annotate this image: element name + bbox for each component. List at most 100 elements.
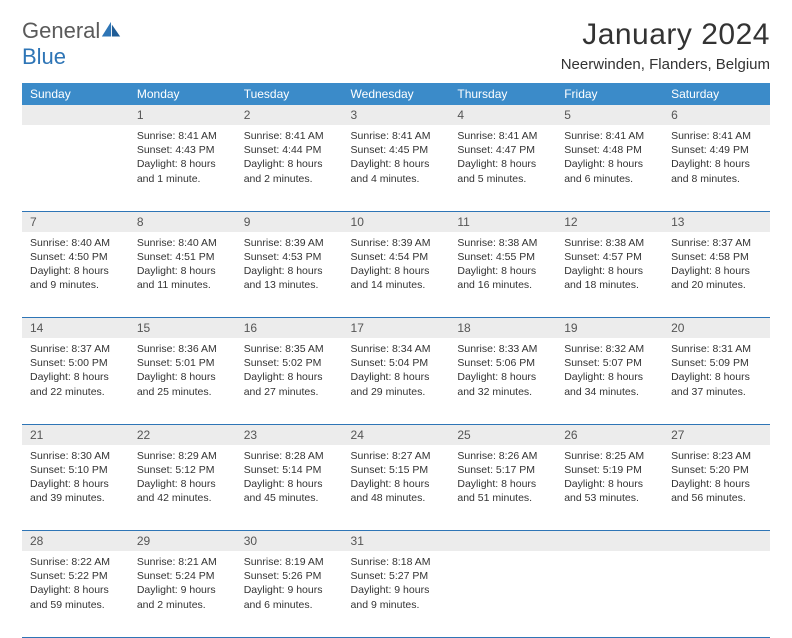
day-number-cell — [449, 531, 556, 552]
daylight-line: Daylight: 8 hours and 16 minutes. — [457, 264, 548, 292]
day-number-cell: 3 — [343, 105, 450, 125]
day-cell: Sunrise: 8:41 AMSunset: 4:45 PMDaylight:… — [343, 125, 450, 211]
day-cell: Sunrise: 8:41 AMSunset: 4:49 PMDaylight:… — [663, 125, 770, 211]
sunset-line: Sunset: 4:57 PM — [564, 250, 655, 264]
day-cell-body: Sunrise: 8:40 AMSunset: 4:51 PMDaylight:… — [129, 232, 236, 299]
daylight-line: Daylight: 8 hours and 39 minutes. — [30, 477, 121, 505]
daylight-line: Daylight: 8 hours and 45 minutes. — [244, 477, 335, 505]
sunset-line: Sunset: 4:50 PM — [30, 250, 121, 264]
day-cell-body: Sunrise: 8:28 AMSunset: 5:14 PMDaylight:… — [236, 445, 343, 512]
day-cell: Sunrise: 8:23 AMSunset: 5:20 PMDaylight:… — [663, 445, 770, 531]
sunrise-line: Sunrise: 8:41 AM — [244, 129, 335, 143]
day-cell-body: Sunrise: 8:19 AMSunset: 5:26 PMDaylight:… — [236, 551, 343, 618]
month-title: January 2024 — [561, 18, 770, 52]
sunrise-line: Sunrise: 8:39 AM — [351, 236, 442, 250]
location-label: Neerwinden, Flanders, Belgium — [561, 56, 770, 73]
day-number-cell: 30 — [236, 531, 343, 552]
sunrise-line: Sunrise: 8:39 AM — [244, 236, 335, 250]
day-number-cell: 4 — [449, 105, 556, 125]
sunrise-line: Sunrise: 8:28 AM — [244, 449, 335, 463]
day-number-cell: 27 — [663, 424, 770, 445]
sunrise-line: Sunrise: 8:35 AM — [244, 342, 335, 356]
day-number-cell: 12 — [556, 211, 663, 232]
brand-sail-icon — [100, 18, 122, 36]
sunset-line: Sunset: 5:07 PM — [564, 356, 655, 370]
day-cell: Sunrise: 8:25 AMSunset: 5:19 PMDaylight:… — [556, 445, 663, 531]
day-cell: Sunrise: 8:38 AMSunset: 4:57 PMDaylight:… — [556, 232, 663, 318]
sunset-line: Sunset: 5:04 PM — [351, 356, 442, 370]
day-cell: Sunrise: 8:41 AMSunset: 4:47 PMDaylight:… — [449, 125, 556, 211]
day-cell — [556, 551, 663, 637]
day-cell-body: Sunrise: 8:41 AMSunset: 4:48 PMDaylight:… — [556, 125, 663, 192]
day-cell-body: Sunrise: 8:37 AMSunset: 4:58 PMDaylight:… — [663, 232, 770, 299]
day-number-cell: 13 — [663, 211, 770, 232]
daylight-line: Daylight: 8 hours and 6 minutes. — [564, 157, 655, 185]
day-cell-body: Sunrise: 8:38 AMSunset: 4:55 PMDaylight:… — [449, 232, 556, 299]
sunrise-line: Sunrise: 8:25 AM — [564, 449, 655, 463]
day-cell: Sunrise: 8:31 AMSunset: 5:09 PMDaylight:… — [663, 338, 770, 424]
calendar-body: 123456Sunrise: 8:41 AMSunset: 4:43 PMDay… — [22, 105, 770, 637]
day-number-cell: 25 — [449, 424, 556, 445]
day-cell-body: Sunrise: 8:38 AMSunset: 4:57 PMDaylight:… — [556, 232, 663, 299]
day-cell: Sunrise: 8:18 AMSunset: 5:27 PMDaylight:… — [343, 551, 450, 637]
day-cell: Sunrise: 8:27 AMSunset: 5:15 PMDaylight:… — [343, 445, 450, 531]
day-cell: Sunrise: 8:38 AMSunset: 4:55 PMDaylight:… — [449, 232, 556, 318]
day-cell-body: Sunrise: 8:39 AMSunset: 4:53 PMDaylight:… — [236, 232, 343, 299]
weekday-header: Tuesday — [236, 83, 343, 105]
sunset-line: Sunset: 4:54 PM — [351, 250, 442, 264]
day-cell-body: Sunrise: 8:40 AMSunset: 4:50 PMDaylight:… — [22, 232, 129, 299]
title-block: January 2024 Neerwinden, Flanders, Belgi… — [561, 18, 770, 73]
day-number-cell: 26 — [556, 424, 663, 445]
daylight-line: Daylight: 8 hours and 11 minutes. — [137, 264, 228, 292]
brand-name: GeneralBlue — [22, 18, 122, 70]
daylight-line: Daylight: 9 hours and 6 minutes. — [244, 583, 335, 611]
day-number-row: 28293031 — [22, 531, 770, 552]
daylight-line: Daylight: 9 hours and 9 minutes. — [351, 583, 442, 611]
calendar-table: SundayMondayTuesdayWednesdayThursdayFrid… — [22, 83, 770, 638]
day-cell-body: Sunrise: 8:32 AMSunset: 5:07 PMDaylight:… — [556, 338, 663, 405]
day-cell-body: Sunrise: 8:22 AMSunset: 5:22 PMDaylight:… — [22, 551, 129, 618]
sunset-line: Sunset: 5:02 PM — [244, 356, 335, 370]
daylight-line: Daylight: 8 hours and 18 minutes. — [564, 264, 655, 292]
weekday-header: Saturday — [663, 83, 770, 105]
day-cell-body: Sunrise: 8:36 AMSunset: 5:01 PMDaylight:… — [129, 338, 236, 405]
sunset-line: Sunset: 5:06 PM — [457, 356, 548, 370]
sunrise-line: Sunrise: 8:21 AM — [137, 555, 228, 569]
day-number-row: 123456 — [22, 105, 770, 125]
day-number-cell: 9 — [236, 211, 343, 232]
day-cell — [663, 551, 770, 637]
day-number-cell: 31 — [343, 531, 450, 552]
daylight-line: Daylight: 8 hours and 42 minutes. — [137, 477, 228, 505]
day-number-cell: 17 — [343, 318, 450, 339]
day-number-cell: 23 — [236, 424, 343, 445]
day-cell-body: Sunrise: 8:21 AMSunset: 5:24 PMDaylight:… — [129, 551, 236, 618]
day-cell-body: Sunrise: 8:23 AMSunset: 5:20 PMDaylight:… — [663, 445, 770, 512]
daylight-line: Daylight: 9 hours and 2 minutes. — [137, 583, 228, 611]
sunset-line: Sunset: 5:10 PM — [30, 463, 121, 477]
daylight-line: Daylight: 8 hours and 9 minutes. — [30, 264, 121, 292]
sunrise-line: Sunrise: 8:32 AM — [564, 342, 655, 356]
day-number-cell: 10 — [343, 211, 450, 232]
sunset-line: Sunset: 5:19 PM — [564, 463, 655, 477]
day-cell: Sunrise: 8:41 AMSunset: 4:44 PMDaylight:… — [236, 125, 343, 211]
weekday-header: Thursday — [449, 83, 556, 105]
daylight-line: Daylight: 8 hours and 53 minutes. — [564, 477, 655, 505]
sunrise-line: Sunrise: 8:18 AM — [351, 555, 442, 569]
sunrise-line: Sunrise: 8:29 AM — [137, 449, 228, 463]
day-number-cell: 8 — [129, 211, 236, 232]
day-number-cell: 2 — [236, 105, 343, 125]
daylight-line: Daylight: 8 hours and 14 minutes. — [351, 264, 442, 292]
sunrise-line: Sunrise: 8:34 AM — [351, 342, 442, 356]
day-cell-body: Sunrise: 8:41 AMSunset: 4:43 PMDaylight:… — [129, 125, 236, 192]
daylight-line: Daylight: 8 hours and 59 minutes. — [30, 583, 121, 611]
daylight-line: Daylight: 8 hours and 29 minutes. — [351, 370, 442, 398]
day-number-cell: 20 — [663, 318, 770, 339]
day-cell-body: Sunrise: 8:41 AMSunset: 4:47 PMDaylight:… — [449, 125, 556, 192]
day-number-cell: 14 — [22, 318, 129, 339]
sunrise-line: Sunrise: 8:33 AM — [457, 342, 548, 356]
day-cell-body: Sunrise: 8:18 AMSunset: 5:27 PMDaylight:… — [343, 551, 450, 618]
day-cell — [22, 125, 129, 211]
daylight-line: Daylight: 8 hours and 51 minutes. — [457, 477, 548, 505]
brand-name-part2: Blue — [22, 44, 66, 69]
day-number-cell: 24 — [343, 424, 450, 445]
